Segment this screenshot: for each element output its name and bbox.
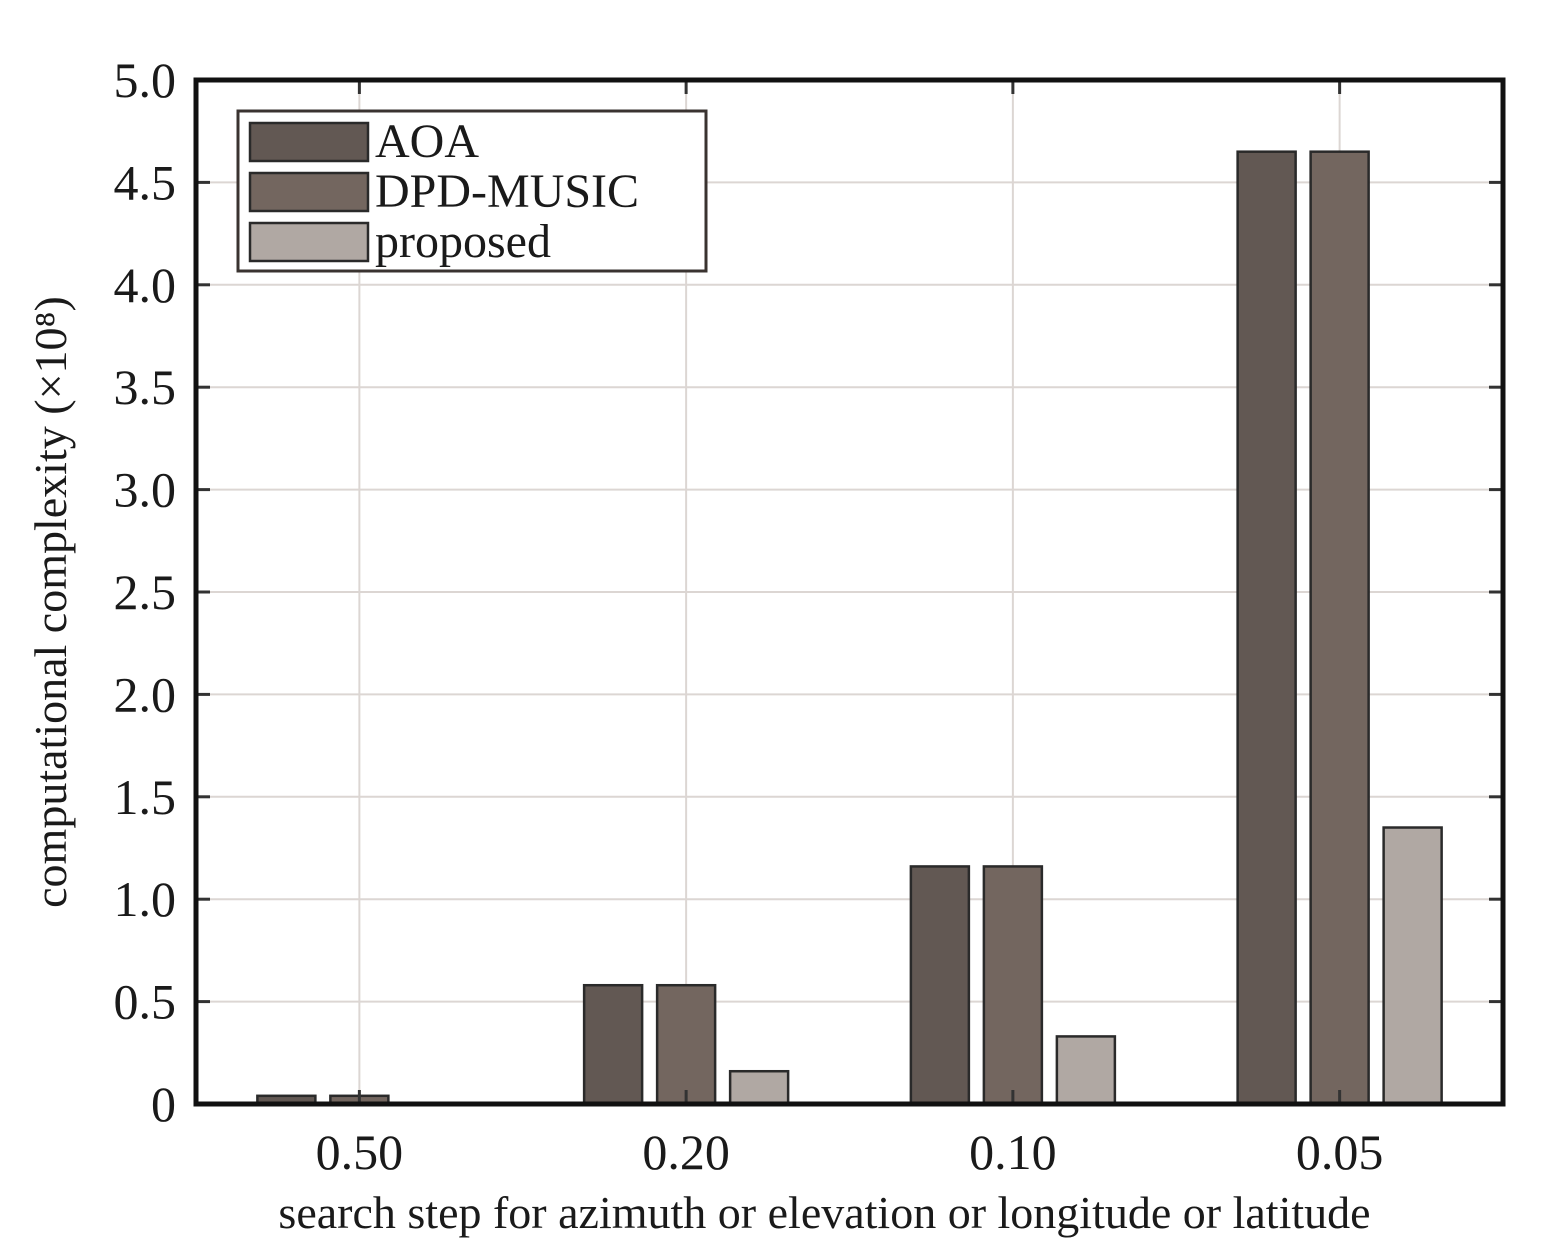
legend-label: AOA [375,115,479,168]
legend-label: proposed [375,215,551,268]
y-tick-label: 2.5 [114,564,177,620]
bar-aoa [1236,150,1297,1106]
y-tick-label: 0.5 [114,974,177,1030]
bars [256,150,1443,1106]
legend-swatch [248,121,370,163]
bar-dpd-music [982,865,1044,1106]
bar-proposed [1055,1035,1117,1106]
legend-swatch [248,171,370,213]
bar-dpd-music [1309,150,1370,1106]
y-tick-label: 1.5 [114,769,177,825]
bar-aoa [909,865,971,1106]
y-tick-label: 2.0 [114,666,177,722]
y-tick-label: 1.0 [114,871,177,927]
y-tick-labels: 0 0.5 1.0 1.5 2.0 2.5 3.0 3.5 4.0 4.5 5.0 [114,52,177,1132]
bar-proposed [1382,826,1443,1106]
y-tick-label: 5.0 [114,52,177,108]
y-tick-label: 3.5 [114,359,177,415]
x-tick-label: 0.50 [316,1124,404,1180]
x-tick-label: 0.20 [642,1124,730,1180]
legend-label: DPD-MUSIC [375,165,639,218]
bar-dpd-music [655,983,717,1106]
x-tick-label: 0.10 [969,1124,1057,1180]
x-axis-label: search step for azimuth or elevation or … [278,1187,1370,1238]
legend-swatch [248,221,370,263]
x-tick-label: 0.05 [1296,1124,1384,1180]
y-tick-label: 4.5 [114,154,177,210]
y-tick-label: 3.0 [114,462,177,518]
x-tick-labels: 0.50 0.20 0.10 0.05 [316,1124,1384,1180]
plot-frame [193,77,1506,1107]
y-tick-label: 4.0 [114,257,177,313]
y-tick-label: 0 [151,1076,176,1132]
bar-aoa [582,983,644,1106]
bar-proposed [728,1069,790,1106]
y-axis-label: computational complexity (×10⁸) [25,296,76,908]
